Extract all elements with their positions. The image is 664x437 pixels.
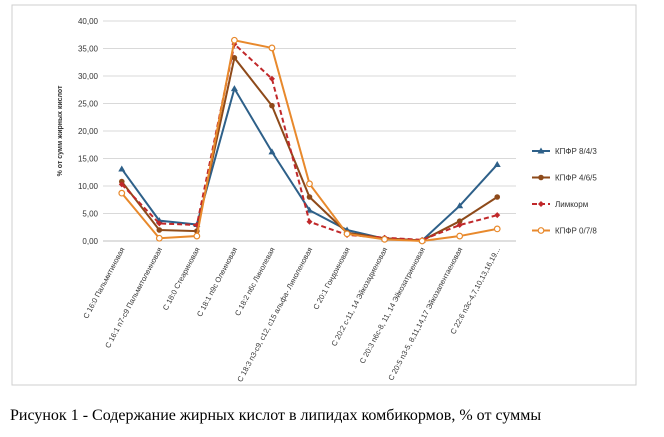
- marker: [156, 227, 163, 233]
- legend-label: КПФР 4/6/5: [555, 174, 597, 183]
- marker: [118, 165, 126, 172]
- marker: [456, 202, 464, 209]
- marker: [268, 44, 276, 52]
- marker: [493, 225, 501, 233]
- marker: [118, 181, 125, 188]
- marker: [456, 232, 464, 240]
- marker: [381, 235, 388, 243]
- chart-frame: [11, 4, 637, 386]
- y-tick-label: 20,00: [78, 127, 99, 136]
- marker: [155, 234, 163, 242]
- marker: [156, 220, 163, 227]
- x-tick-label: С 18:0 Стеариновая: [161, 246, 202, 312]
- marker: [494, 194, 501, 200]
- marker: [268, 148, 276, 155]
- marker: [456, 218, 463, 224]
- marker: [230, 85, 238, 92]
- marker: [306, 180, 313, 188]
- x-tick-label: С 20:3 n6c-8, 11, 14 Эйкозатриеновая: [358, 246, 427, 365]
- y-tick-label: 25,00: [78, 100, 99, 109]
- marker: [494, 212, 501, 219]
- legend-marker: [538, 174, 544, 181]
- y-tick-label: 30,00: [78, 72, 99, 81]
- marker: [118, 189, 126, 197]
- x-tick-label: С 18:2 n6c Линолевая: [233, 246, 277, 318]
- marker: [418, 237, 426, 245]
- y-tick-label: 15,00: [78, 155, 99, 164]
- x-tick-label: С 18:1 n9c Олеиновая: [195, 246, 239, 318]
- marker: [231, 55, 238, 61]
- marker: [306, 194, 313, 200]
- marker: [493, 161, 501, 168]
- x-tick-label: С 20:5 n3-5, 8,11,14,17 Эйкозапентаенова…: [386, 246, 464, 382]
- x-tick-label: С 16:0 Пальмитиновая: [81, 246, 126, 320]
- caption: Рисунок 1 - Содержание жирных кислот в л…: [10, 407, 541, 424]
- marker: [193, 232, 201, 240]
- marker: [231, 36, 238, 44]
- marker: [306, 218, 313, 225]
- legend-label: КПФР 8/4/3: [555, 147, 597, 156]
- y-axis-title: % от сумм жирных кислот: [57, 85, 64, 176]
- marker: [343, 230, 351, 238]
- y-tick-label: 35,00: [78, 45, 99, 54]
- y-tick-label: 0,00: [82, 237, 98, 246]
- marker: [269, 102, 275, 109]
- y-tick-label: 5,00: [82, 210, 98, 219]
- marker: [268, 75, 275, 82]
- x-tick-label: С 20:1 Гондоиновая: [311, 246, 351, 311]
- y-tick-label: 40,00: [78, 17, 99, 26]
- legend-label: Лимкорм: [555, 200, 588, 209]
- x-tick-label: С 18:3 n3-c9, c12, c15 альфа- Линоленова…: [235, 246, 314, 384]
- series-line: [120, 86, 498, 242]
- legend-marker: [538, 201, 544, 207]
- legend-marker: [537, 227, 545, 234]
- y-tick-label: 10,00: [78, 182, 99, 191]
- legend-label: КПФР 0/7/8: [555, 227, 597, 236]
- legend-marker: [537, 147, 545, 154]
- marker: [456, 222, 463, 229]
